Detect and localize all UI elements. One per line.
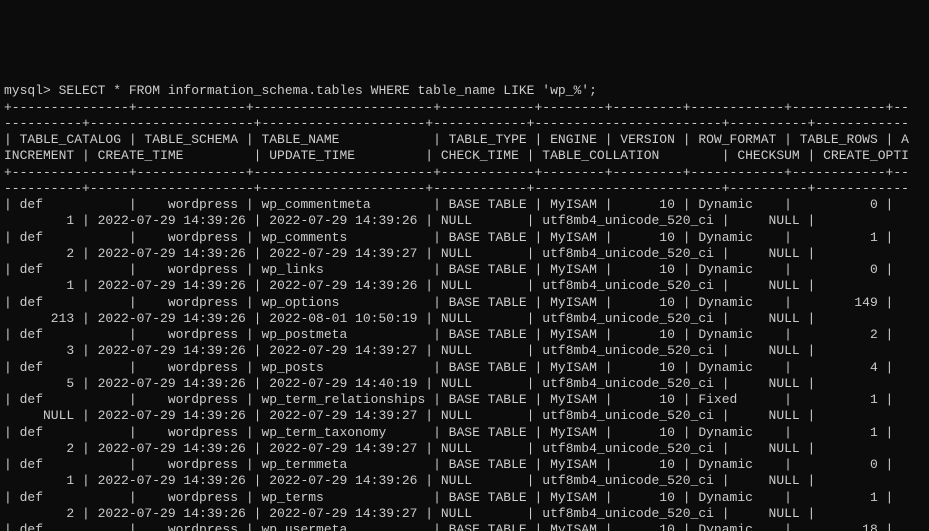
separator-line: +---------------+--------------+--------… xyxy=(4,100,909,131)
table-body: | def | wordpress | wp_commentmeta | BAS… xyxy=(4,197,893,531)
terminal-output[interactable]: mysql> SELECT * FROM information_schema.… xyxy=(0,81,929,531)
sql-query: SELECT * FROM information_schema.tables … xyxy=(59,83,597,98)
separator-line: +---------------+--------------+--------… xyxy=(4,165,909,196)
header-line-2: INCREMENT | CREATE_TIME | UPDATE_TIME | … xyxy=(4,148,909,163)
header-line-1: | TABLE_CATALOG | TABLE_SCHEMA | TABLE_N… xyxy=(4,132,909,147)
mysql-prompt: mysql> xyxy=(4,83,59,98)
